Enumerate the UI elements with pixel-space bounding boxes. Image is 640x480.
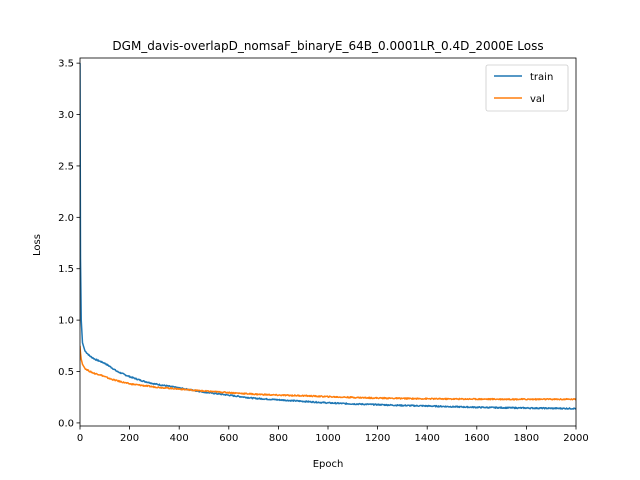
- y-tick-label: 2.5: [58, 161, 74, 172]
- chart-title: DGM_davis-overlapD_nomsaF_binaryE_64B_0.…: [112, 39, 543, 53]
- y-tick-label: 1.0: [58, 316, 74, 327]
- x-tick-label: 0: [77, 433, 83, 444]
- legend-label-train: train: [530, 72, 553, 83]
- x-tick-label: 400: [170, 433, 189, 444]
- legend: train val: [485, 64, 569, 112]
- y-axis-title: Loss: [32, 234, 43, 256]
- x-tick-label: 600: [219, 433, 238, 444]
- x-tick-label: 1000: [315, 433, 340, 444]
- y-tick-label: 0.0: [58, 418, 74, 429]
- series-line-train: [80, 63, 576, 410]
- y-tick-label: 3.5: [58, 59, 74, 70]
- series-line-val: [80, 345, 576, 401]
- x-tick-label: 200: [120, 433, 139, 444]
- plot-area: 0 200 400 600 800 1000 1200 1400 1600 1800 2000 0.0…: [58, 57, 589, 444]
- x-tick-label: 1800: [514, 433, 539, 444]
- legend-box: [485, 64, 569, 112]
- legend-label-val: val: [530, 94, 545, 105]
- x-tick-label: 1200: [365, 433, 390, 444]
- x-tick-label: 800: [269, 433, 288, 444]
- series-lines: [80, 63, 576, 410]
- x-axis-title: Epoch: [313, 459, 344, 470]
- y-tick-label: 0.5: [58, 367, 74, 378]
- y-tick-label: 1.5: [58, 264, 74, 275]
- y-tick-label: 3.0: [58, 110, 74, 121]
- x-tick-label: 1400: [414, 433, 439, 444]
- y-tick-label: 2.0: [58, 213, 74, 224]
- x-tick-label: 1600: [464, 433, 489, 444]
- x-tick-label: 2000: [563, 433, 588, 444]
